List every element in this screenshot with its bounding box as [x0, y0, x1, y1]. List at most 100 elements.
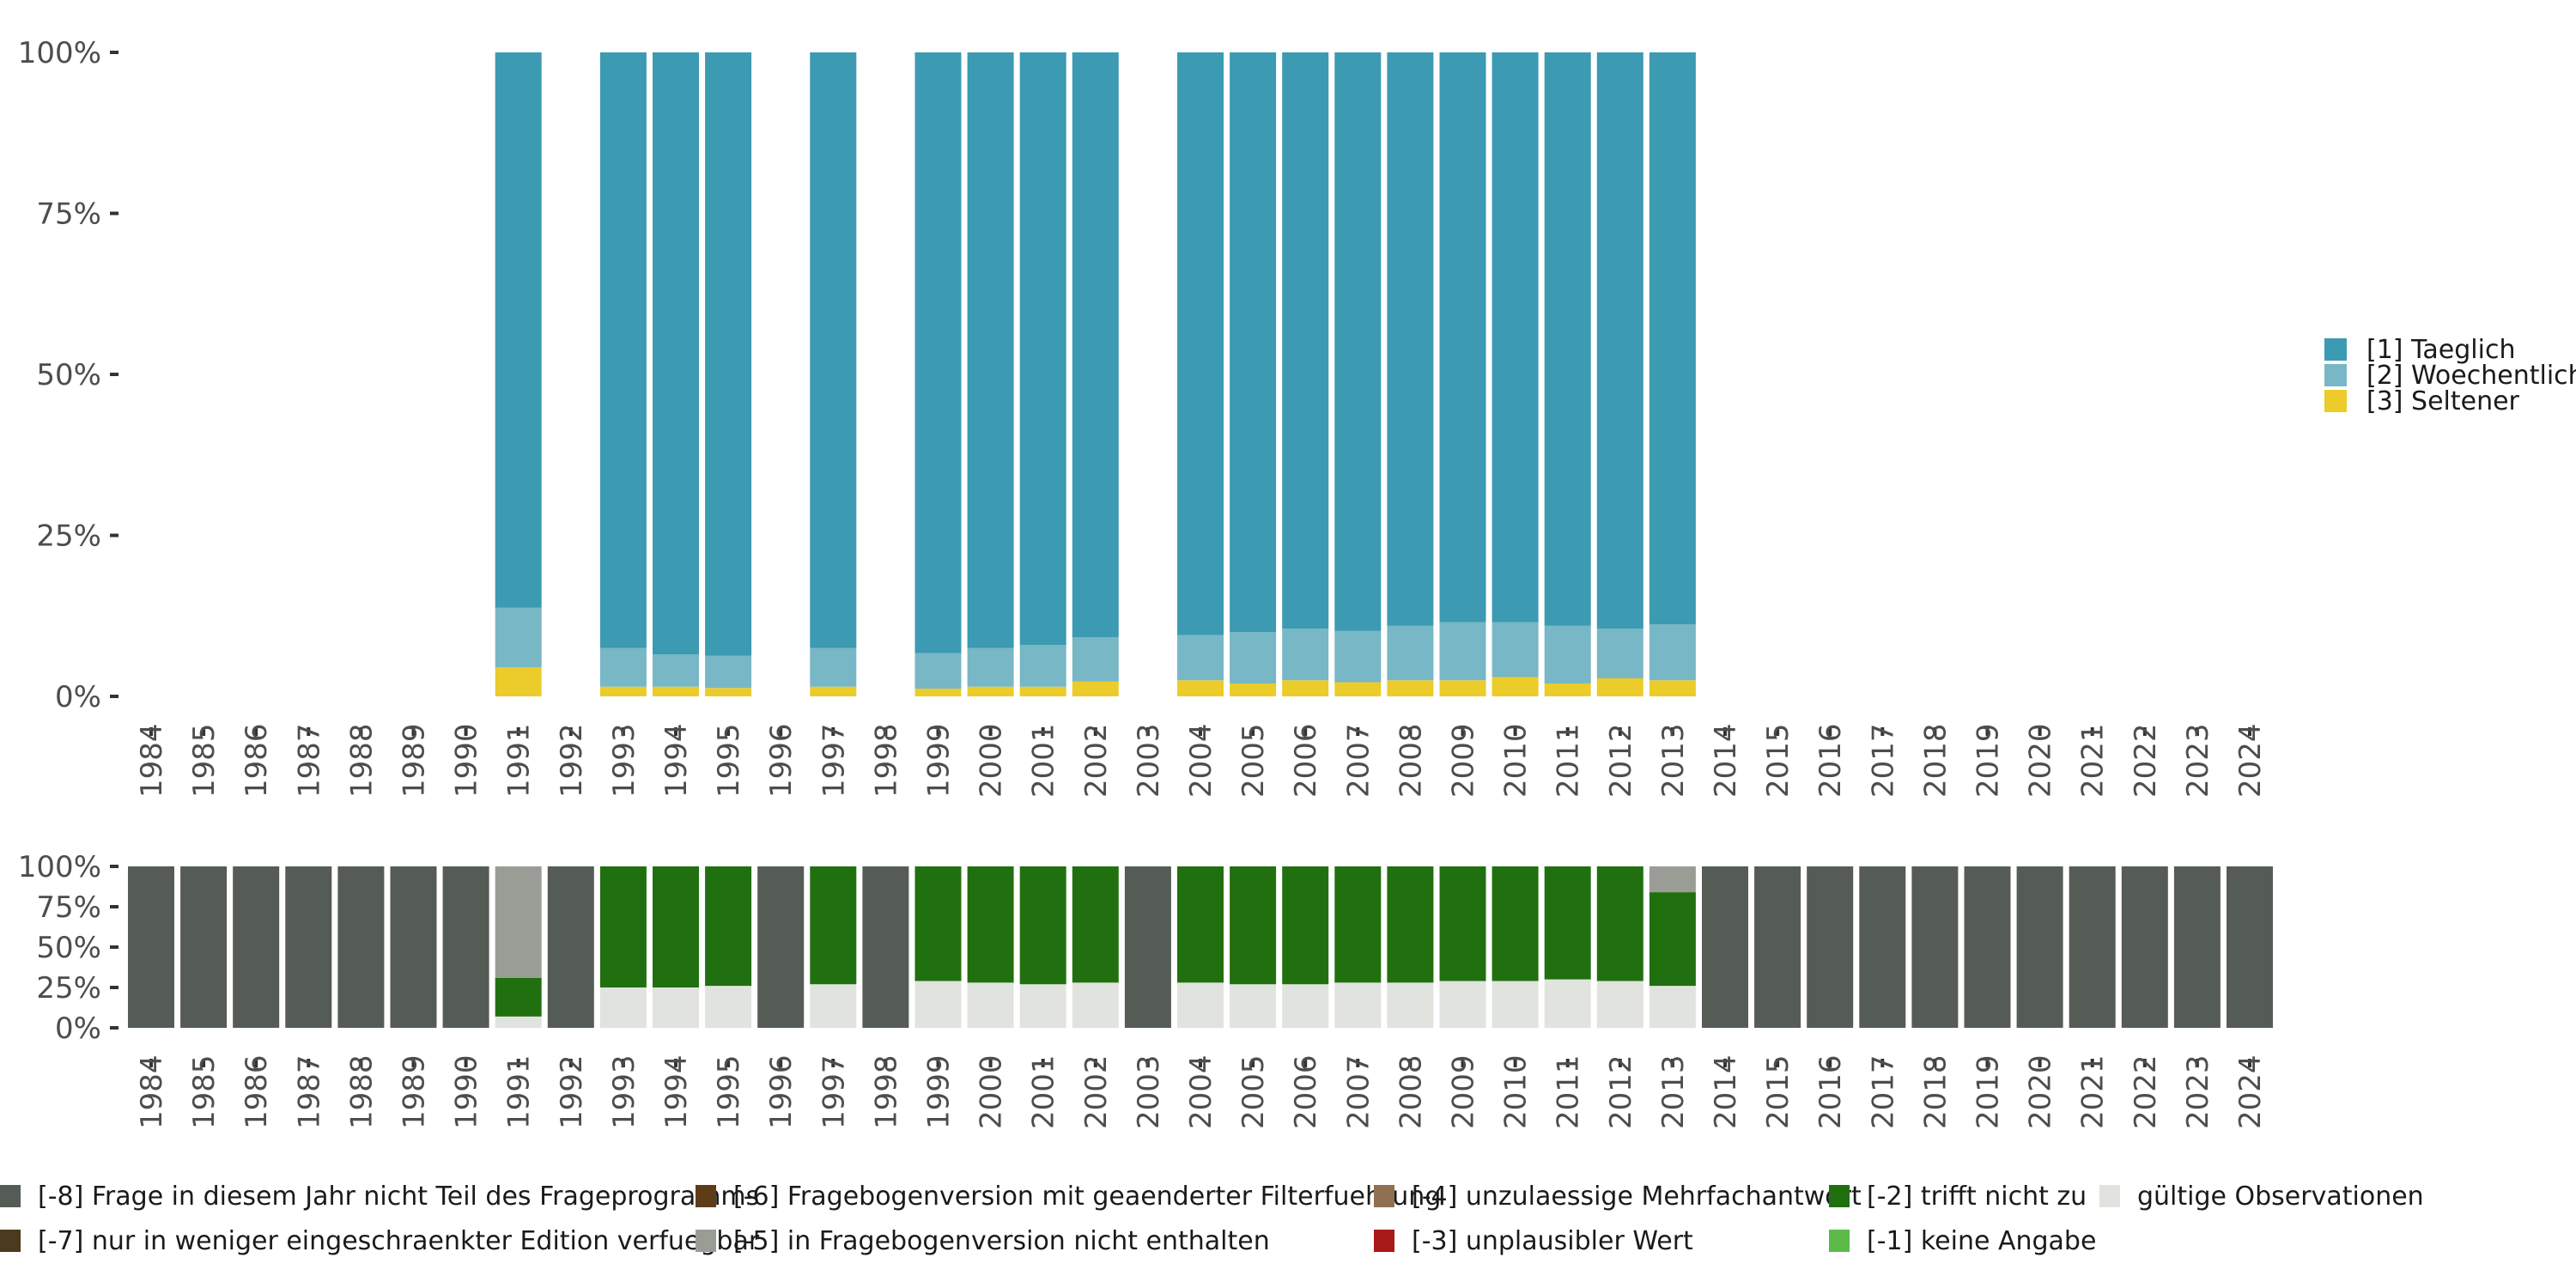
x-tick-label: 2009 [1447, 723, 1481, 798]
bar-segment [1754, 866, 1801, 1028]
bar-segment [1439, 981, 1486, 1028]
bar-segment [599, 647, 647, 687]
x-tick-label: 2022 [2129, 723, 2163, 798]
x-tick-label: 1995 [712, 723, 746, 798]
bar-segment [1439, 52, 1486, 623]
x-tick-label: 2006 [1289, 723, 1323, 798]
bottom-chart-panel: 0% 25% 50% 75% 100% 1984 1985 1986 1987 1988 1989 1… [18, 850, 2273, 1129]
bar-segment [1282, 866, 1329, 985]
bar-segment [599, 52, 647, 648]
bar-segment [914, 866, 962, 981]
bar-segment [1019, 686, 1066, 696]
y-tick-label: 0% [55, 680, 101, 714]
legend-swatch [696, 1230, 716, 1252]
bar-segment [1544, 625, 1591, 683]
x-tick-label: 1988 [344, 1054, 379, 1129]
x-tick-label: 1986 [240, 723, 274, 798]
x-tick-label: 1994 [659, 723, 694, 798]
x-tick-label: 2014 [1709, 1054, 1743, 1129]
legend-swatch [1829, 1230, 1850, 1252]
y-tick-label: 50% [36, 358, 101, 392]
x-tick-label: 1992 [555, 723, 589, 798]
bar-segment [810, 686, 857, 696]
bar-segment [1964, 866, 2011, 1028]
bar-segment [1072, 52, 1119, 637]
x-tick-label: 2001 [1027, 723, 1061, 798]
x-tick-label: 2004 [1184, 723, 1218, 798]
bar-segment [2173, 866, 2221, 1028]
x-tick-label: 2016 [1814, 723, 1848, 798]
bar-segment [599, 866, 647, 987]
bar-segment [1702, 866, 1748, 1028]
bar-segment [705, 655, 752, 689]
x-tick-label: 2015 [1761, 723, 1795, 798]
bar-segment [2227, 866, 2273, 1028]
x-tick-label: 1997 [817, 1054, 851, 1129]
x-tick-label: 1992 [555, 1054, 589, 1129]
bar-segment [1230, 984, 1277, 1028]
x-tick-label: 1993 [607, 1054, 641, 1129]
bar-segment [1596, 981, 1643, 1028]
bar-segment [1334, 630, 1382, 683]
bar-segment [233, 866, 280, 1028]
x-tick-label: 2022 [2129, 1054, 2163, 1129]
bar-segment [1544, 866, 1591, 980]
bar-segment [1072, 637, 1119, 682]
x-tick-label: 2023 [2181, 723, 2215, 798]
legend-label: [-5] in Fragebogenversion nicht enthalte… [733, 1226, 1270, 1256]
bar-segment [1596, 52, 1643, 629]
x-tick-label: 2010 [1499, 723, 1534, 798]
x-tick-label: 1990 [450, 1054, 484, 1129]
bar-segment [914, 653, 962, 689]
x-tick-label: 1984 [135, 1054, 169, 1129]
x-tick-label: 2012 [1604, 723, 1638, 798]
x-tick-label: 1999 [922, 723, 957, 798]
bar-segment [1177, 982, 1224, 1028]
bar-segment [1649, 680, 1696, 696]
x-tick-label: 2019 [1971, 1054, 2006, 1129]
x-tick-label: 2008 [1394, 1054, 1428, 1129]
legend-label: [-8] Frage in diesem Jahr nicht Teil des… [38, 1182, 759, 1212]
bar-segment [1596, 678, 1643, 696]
x-tick-label: 2021 [2076, 723, 2111, 798]
x-tick-label: 2003 [1132, 723, 1166, 798]
bar-segment [1859, 866, 1906, 1028]
bar-segment [1649, 892, 1696, 987]
x-tick-label: 2020 [2024, 723, 2058, 798]
bar-segment [442, 866, 489, 1028]
x-tick-label: 1987 [292, 723, 326, 798]
legend-swatch [0, 1185, 21, 1207]
x-tick-label: 1987 [292, 1054, 326, 1129]
x-tick-label: 1995 [712, 1054, 746, 1129]
legend-label: gültige Observationen [2137, 1182, 2424, 1212]
bar-segment [1387, 625, 1434, 681]
bar-segment [1019, 866, 1066, 985]
bar-segment [1387, 982, 1434, 1028]
bar-segment [862, 866, 909, 1028]
bar-segment [1544, 52, 1591, 626]
x-tick-label: 1996 [764, 1054, 799, 1129]
bar-segment [1596, 866, 1643, 981]
bar-segment [1544, 979, 1591, 1028]
x-tick-label: 2004 [1184, 1054, 1218, 1129]
bar-segment [495, 977, 542, 1017]
x-tick-label: 2002 [1079, 723, 1114, 798]
legend-swatch [1829, 1185, 1850, 1207]
legend-swatch [2324, 364, 2347, 386]
bar-segment [1072, 681, 1119, 696]
x-tick-label: 1985 [187, 1054, 222, 1129]
x-tick-label: 2006 [1289, 1054, 1323, 1129]
x-tick-label: 2005 [1236, 1054, 1271, 1129]
x-tick-label: 1991 [502, 723, 537, 798]
bar-segment [1019, 645, 1066, 687]
bar-segment [1649, 52, 1696, 624]
x-tick-label: 2017 [1866, 1054, 1900, 1129]
x-tick-label: 2007 [1341, 1054, 1376, 1129]
bar-segment [1649, 624, 1696, 681]
bar-segment [1334, 866, 1382, 983]
x-tick-label: 1994 [659, 1054, 694, 1129]
bar-segment [1230, 683, 1277, 696]
bar-segment [285, 866, 332, 1028]
x-tick-label: 2019 [1971, 723, 2006, 798]
bar-segment [653, 686, 699, 696]
